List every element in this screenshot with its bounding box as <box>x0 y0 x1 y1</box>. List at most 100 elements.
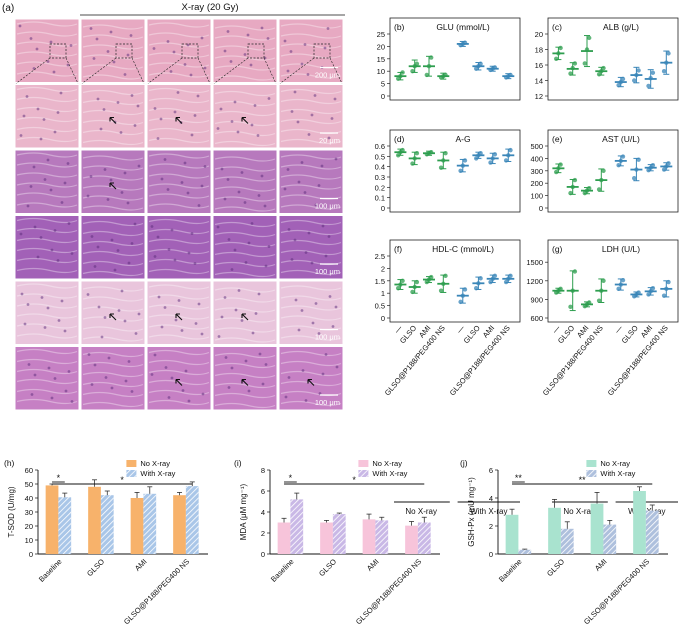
histology-image <box>212 18 278 83</box>
cell-nucleus <box>180 181 184 184</box>
cell-nucleus <box>110 386 114 390</box>
significance-marker: * <box>120 475 124 485</box>
cell-nucleus <box>234 308 238 312</box>
cell-nucleus <box>226 30 230 33</box>
data-point <box>570 288 575 293</box>
y-axis-label: GSH-Px (mU mg⁻¹) <box>467 477 476 547</box>
category-label: — <box>550 323 562 335</box>
cell-nucleus <box>35 47 39 51</box>
data-point <box>650 163 656 168</box>
tissue-fiber <box>82 129 144 136</box>
legend-swatch-hatch <box>126 470 137 477</box>
cell-nucleus <box>219 107 223 111</box>
category-label: — <box>455 323 467 335</box>
cell-nucleus <box>152 47 156 50</box>
cell-nucleus <box>293 90 297 94</box>
data-point <box>570 184 575 190</box>
cell-nucleus <box>260 26 264 30</box>
cell-nucleus <box>92 57 96 60</box>
cell-nucleus <box>63 329 67 333</box>
data-point <box>410 161 415 166</box>
bar-hatch <box>603 524 617 554</box>
zoom-line <box>15 57 51 84</box>
cell-nucleus <box>109 178 113 182</box>
tissue-fiber <box>148 127 210 134</box>
data-point <box>488 160 493 165</box>
data-point <box>488 279 493 285</box>
tissue-fiber <box>148 248 210 255</box>
chart-title: HDL-C (mmol/L) <box>432 244 494 254</box>
tissue-fiber <box>82 401 144 408</box>
tissue-fiber <box>280 219 342 226</box>
data-group <box>408 59 421 74</box>
y-tick-label: 8 <box>261 466 265 475</box>
bar <box>548 507 561 554</box>
cell-nucleus <box>22 114 26 118</box>
cell-nucleus <box>227 386 231 389</box>
tissue-fiber <box>280 249 342 256</box>
cell-nucleus <box>327 136 331 140</box>
legend-swatch <box>586 460 597 467</box>
bar-hatch <box>290 499 304 554</box>
data-point <box>646 83 651 89</box>
cell-nucleus <box>260 174 264 178</box>
panel-label: (c) <box>552 22 562 32</box>
cell-nucleus <box>220 167 224 171</box>
tissue-fiber <box>148 268 210 275</box>
tissue-fiber <box>280 360 342 367</box>
cell-nucleus <box>300 161 304 164</box>
data-group <box>595 168 608 192</box>
cell-nucleus <box>244 359 248 363</box>
cell-nucleus <box>304 399 308 402</box>
y-tick-label: 0.2 <box>375 183 385 192</box>
cell-nucleus <box>176 91 180 94</box>
tissue-fiber <box>148 183 210 189</box>
cell-nucleus <box>159 117 163 121</box>
cell-nucleus <box>53 229 57 232</box>
bar <box>88 486 101 554</box>
tissue-fiber <box>280 184 342 190</box>
data-point <box>506 153 511 158</box>
tissue-fiber <box>16 31 78 37</box>
category-label: Baseline <box>37 557 64 584</box>
tissue-fiber <box>280 164 342 170</box>
data-point <box>572 61 578 66</box>
data-group <box>614 154 627 168</box>
legend-label: No X-ray <box>140 459 170 468</box>
panel-label: (d) <box>394 134 405 144</box>
cell-nucleus <box>129 34 133 37</box>
cell-nucleus <box>224 356 228 359</box>
cell-nucleus <box>133 222 137 226</box>
data-group <box>630 157 643 182</box>
tissue-fiber <box>82 270 144 277</box>
bar-hatch <box>100 495 114 554</box>
cell-nucleus <box>126 201 130 205</box>
category-label: GLSO@P188/PEG400 NS <box>541 324 605 398</box>
cell-nucleus <box>216 127 220 130</box>
category-label: GLSO@P188/PEG400 NS <box>606 324 670 398</box>
cell-nucleus <box>126 53 130 57</box>
cell-nucleus <box>170 228 174 232</box>
histology-image <box>278 18 344 83</box>
scale-bar-label: 100 μm <box>315 267 340 276</box>
y-tick-label: 0 <box>381 204 385 213</box>
data-group <box>644 286 657 297</box>
cell-nucleus <box>106 198 110 201</box>
tissue-fiber <box>82 296 144 302</box>
tissue-fiber <box>16 217 78 224</box>
category-label: Baseline <box>269 557 296 584</box>
cell-nucleus <box>236 130 240 134</box>
cell-nucleus <box>330 117 334 120</box>
data-group <box>408 279 421 295</box>
cell-nucleus <box>87 353 91 356</box>
data-point <box>634 72 639 78</box>
tissue-fiber <box>280 23 342 29</box>
y-tick-label: 0.3 <box>375 173 385 182</box>
tissue-fiber <box>82 205 144 211</box>
cell-nucleus <box>104 376 108 379</box>
cell-nucleus <box>317 184 321 187</box>
significance-marker: * <box>352 475 356 485</box>
scale-bar-label: 200 μm <box>315 71 340 80</box>
bar <box>130 498 144 554</box>
histology-image <box>80 280 146 345</box>
